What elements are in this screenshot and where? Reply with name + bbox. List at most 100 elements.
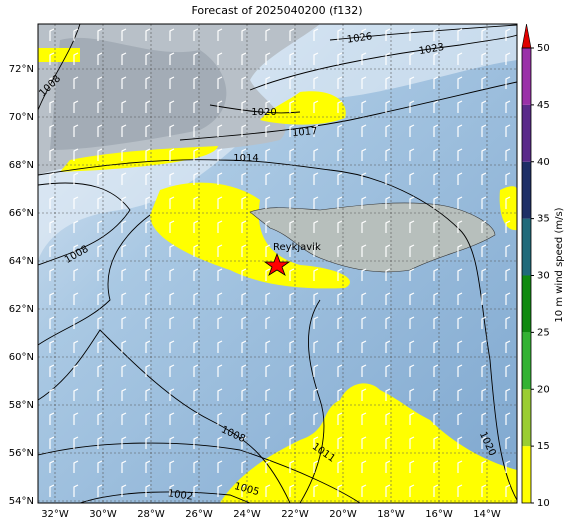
wind-barb xyxy=(433,460,439,473)
wind-barb xyxy=(49,172,55,185)
wind-barb xyxy=(145,460,151,473)
wind-barb xyxy=(97,316,103,329)
wind-barb xyxy=(361,28,367,41)
wind-barb xyxy=(169,100,175,113)
wind-barb xyxy=(217,220,223,233)
wind-barb xyxy=(217,316,223,329)
wind-barb xyxy=(97,364,103,377)
wind-barb xyxy=(289,292,295,305)
wind-barb xyxy=(337,172,343,185)
wind-barb xyxy=(121,52,127,65)
wind-barb xyxy=(193,196,199,209)
wind-barb xyxy=(73,76,79,89)
wind-barb xyxy=(49,436,55,449)
wind-barb xyxy=(73,412,79,425)
wind-barb xyxy=(385,172,391,185)
wind-barb xyxy=(433,412,439,425)
wind-barb xyxy=(241,172,247,185)
wind-barb xyxy=(169,172,175,185)
colorbar-bin xyxy=(522,161,531,219)
colorbar-label: 10 m wind speed (m/s) xyxy=(554,207,565,322)
wind-barb xyxy=(313,436,319,449)
wind-barb xyxy=(265,52,271,65)
wind-barb xyxy=(289,100,295,113)
wind-barb xyxy=(217,100,223,113)
wind-barb xyxy=(433,196,439,209)
wind-barb xyxy=(49,244,55,257)
wind-barb xyxy=(361,196,367,209)
lon-label: 18°W xyxy=(377,509,405,520)
wind-barb xyxy=(265,148,271,161)
wind-barb xyxy=(265,484,271,497)
wind-barb xyxy=(433,172,439,185)
wind-barb xyxy=(361,76,367,89)
wind-barb xyxy=(409,364,415,377)
wind-barb xyxy=(169,220,175,233)
wind-barb xyxy=(457,148,463,161)
wind-barb xyxy=(481,148,487,161)
wind-barb xyxy=(97,340,103,353)
wind-barb xyxy=(121,220,127,233)
wind-barb xyxy=(265,388,271,401)
lat-label: 66°N xyxy=(9,208,34,219)
wind-barb xyxy=(121,28,127,41)
wind-barb xyxy=(409,52,415,65)
wind-barb xyxy=(97,28,103,41)
wind-barb xyxy=(289,388,295,401)
wind-barb xyxy=(49,292,55,305)
wind-barb xyxy=(265,292,271,305)
wind-barb xyxy=(505,460,511,473)
wind-barb xyxy=(97,436,103,449)
wind-barb xyxy=(481,340,487,353)
wind-barb xyxy=(241,268,247,281)
wind-barb xyxy=(385,364,391,377)
wind-barb xyxy=(73,340,79,353)
wind-barb xyxy=(385,52,391,65)
wind-barb xyxy=(265,460,271,473)
wind-barb xyxy=(409,220,415,233)
lat-label: 56°N xyxy=(9,448,34,459)
wind-barb xyxy=(217,460,223,473)
wind-barb xyxy=(193,292,199,305)
wind-barb xyxy=(457,100,463,113)
wind-barb xyxy=(433,52,439,65)
wind-barb xyxy=(145,316,151,329)
wind-barb xyxy=(337,364,343,377)
wind-barb xyxy=(145,364,151,377)
wind-barb xyxy=(121,484,127,497)
wind-barb xyxy=(241,244,247,257)
wind-barb xyxy=(49,460,55,473)
axis-labels: 72°N 70°N 68°N 66°N 64°N 62°N 60°N 58°N 56°N 54°N… xyxy=(9,64,501,520)
lat-label: 58°N xyxy=(9,400,34,411)
wind-barb xyxy=(145,436,151,449)
wind-barb xyxy=(169,412,175,425)
contour-label: 1017 xyxy=(292,126,318,139)
wind-barb xyxy=(121,436,127,449)
wind-barb xyxy=(265,268,271,281)
wind-barb xyxy=(73,292,79,305)
wind-barb xyxy=(217,340,223,353)
wind-barb xyxy=(385,484,391,497)
wind-barb xyxy=(49,148,55,161)
wind-barb xyxy=(409,388,415,401)
wind-barb xyxy=(169,244,175,257)
wind-barb xyxy=(313,460,319,473)
wind-barb xyxy=(241,52,247,65)
wind-barb xyxy=(433,364,439,377)
wind-barb xyxy=(73,220,79,233)
lon-label: 16°W xyxy=(425,509,453,520)
colorbar-bin xyxy=(522,218,531,276)
wind-barb xyxy=(289,340,295,353)
wind-barb xyxy=(49,28,55,41)
wind-barb xyxy=(217,292,223,305)
wind-barb xyxy=(457,124,463,137)
wind-barb xyxy=(361,412,367,425)
wind-barb xyxy=(385,124,391,137)
wind-barb xyxy=(97,244,103,257)
wind-barb xyxy=(289,364,295,377)
lon-label: 14°W xyxy=(473,509,501,520)
wind-barb xyxy=(313,316,319,329)
wind-barb xyxy=(241,316,247,329)
wind-barb xyxy=(169,388,175,401)
wind-barb xyxy=(289,76,295,89)
